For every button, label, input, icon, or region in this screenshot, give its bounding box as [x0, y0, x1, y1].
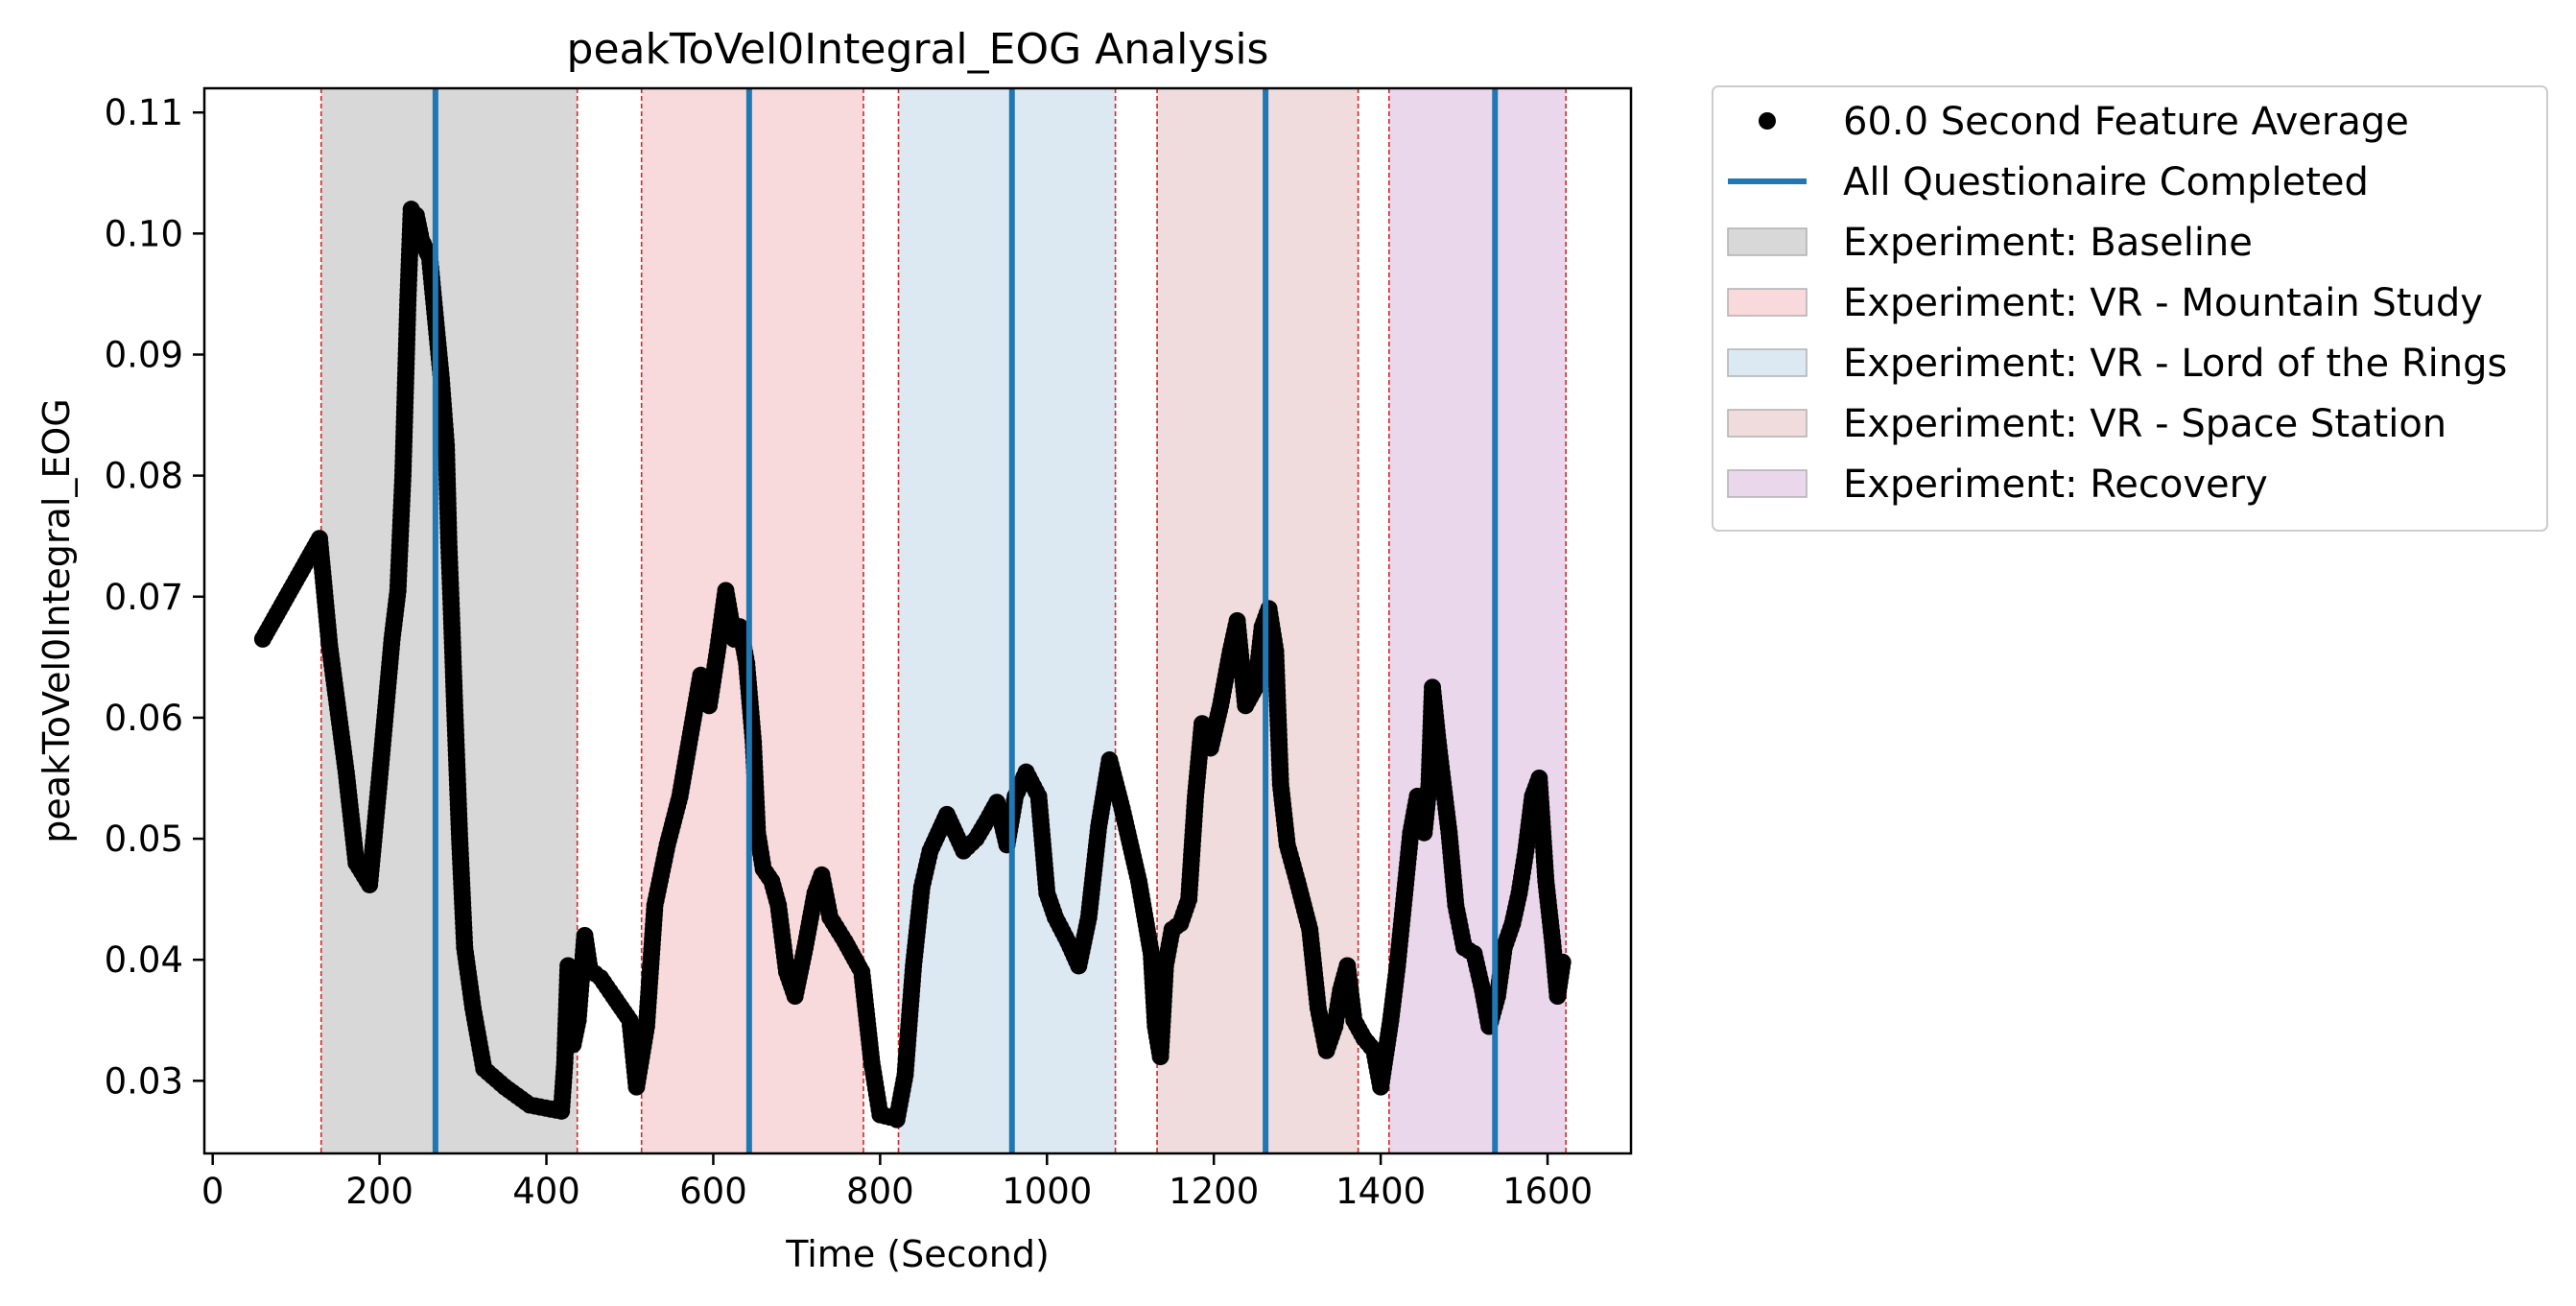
- x-tick-label-4: 800: [846, 1171, 914, 1212]
- legend-label-0: 60.0 Second Feature Average: [1843, 100, 2409, 144]
- legend-label-2: Experiment: Baseline: [1843, 221, 2253, 265]
- x-tick-label-3: 600: [679, 1171, 747, 1212]
- region-2: [898, 88, 1116, 1153]
- y-tick-label-2: 0.05: [105, 819, 183, 860]
- y-tick-label-5: 0.08: [105, 456, 183, 497]
- x-tick-label-5: 1000: [1002, 1171, 1092, 1212]
- y-tick-label-4: 0.07: [105, 577, 183, 618]
- legend-patch-3: [1727, 288, 1808, 317]
- legend-marker-0: [1759, 112, 1776, 130]
- y-tick-label-8: 0.11: [105, 92, 183, 133]
- region-1: [641, 88, 863, 1153]
- legend-label-4: Experiment: VR - Lord of the Rings: [1843, 342, 2507, 386]
- legend-label-5: Experiment: VR - Space Station: [1843, 402, 2446, 446]
- legend-patch-5: [1727, 409, 1808, 438]
- y-tick-label-3: 0.06: [105, 698, 183, 739]
- y-axis-label: peakToVel0Integral_EOG: [35, 398, 78, 843]
- data-points: [253, 201, 1572, 1128]
- legend-patch-6: [1727, 469, 1808, 498]
- y-axis-ticks: 0.03 0.04 0.05 0.06 0.07 0.08 0.09 0.10 0.11: [105, 92, 204, 1102]
- chart-title: peakToVel0Integral_EOG Analysis: [567, 25, 1269, 74]
- y-tick-label-0: 0.03: [105, 1060, 183, 1102]
- experiment-regions: [319, 88, 1567, 1153]
- legend: 60.0 Second Feature Average All Questiona…: [1712, 85, 2548, 532]
- x-axis-label: Time (Second): [785, 1233, 1050, 1275]
- x-tick-label-8: 1600: [1502, 1171, 1593, 1212]
- data-point-1579: [1553, 953, 1572, 971]
- legend-box: [1712, 85, 2548, 532]
- legend-label-6: Experiment: Recovery: [1843, 463, 2268, 507]
- y-tick-label-6: 0.09: [105, 335, 183, 376]
- questionnaire-lines: [432, 88, 1499, 1153]
- x-tick-label-2: 400: [512, 1171, 580, 1212]
- x-tick-label-1: 200: [345, 1171, 414, 1212]
- legend-label-3: Experiment: VR - Mountain Study: [1843, 281, 2483, 325]
- x-axis-ticks: 0 200 400 600 800 1000 1200 1400 1600: [201, 1153, 1593, 1212]
- legend-label-1: All Questionaire Completed: [1843, 160, 2369, 204]
- y-tick-label-1: 0.04: [105, 939, 183, 981]
- x-tick-label-7: 1400: [1335, 1171, 1426, 1212]
- plot-frame: [202, 86, 1633, 1155]
- legend-patch-4: [1727, 348, 1808, 377]
- legend-patch-2: [1727, 227, 1808, 256]
- x-tick-label-6: 1200: [1169, 1171, 1259, 1212]
- x-tick-label-0: 0: [201, 1171, 225, 1212]
- y-tick-label-7: 0.10: [105, 213, 183, 254]
